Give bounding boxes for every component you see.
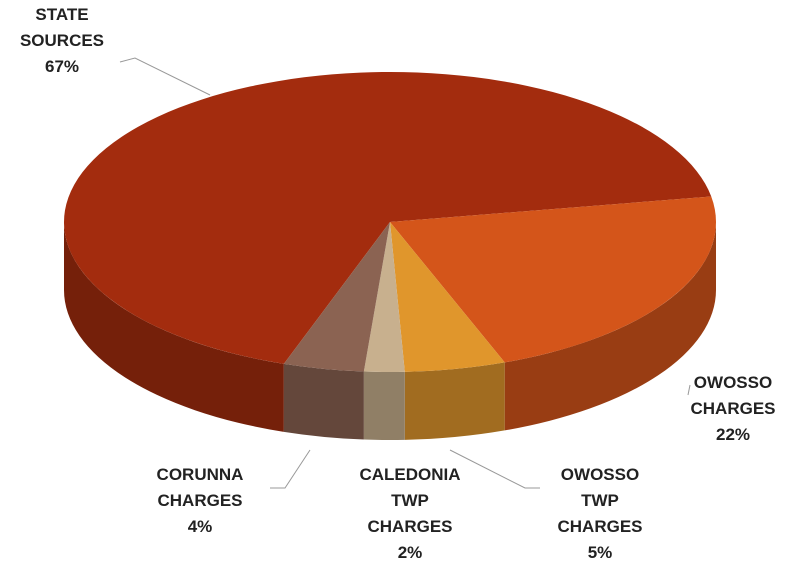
slice-label: OWOSSO TWP CHARGES 5%	[530, 462, 670, 566]
slice-label: CORUNNA CHARGES 4%	[130, 462, 270, 540]
slice-label: CALEDONIA TWP CHARGES 2%	[340, 462, 480, 566]
leader-line	[119, 57, 211, 96]
slice	[363, 222, 405, 373]
slice	[64, 72, 712, 364]
value-label: 4%	[187, 517, 213, 536]
category-label: OWOSSO TWP CHARGES	[557, 465, 643, 536]
leader-line	[270, 449, 311, 489]
leader-line	[449, 449, 540, 489]
slice-side	[283, 363, 364, 440]
leader-lines	[119, 57, 691, 489]
slice-side	[64, 222, 284, 432]
slice-label: OWOSSO CHARGES 22%	[663, 370, 801, 448]
category-label: STATE SOURCES	[19, 5, 105, 50]
slice	[390, 196, 716, 363]
slice-label: STATE SOURCES 67%	[0, 2, 132, 80]
category-label: OWOSSO CHARGES	[690, 373, 776, 418]
category-label: CALEDONIA TWP CHARGES	[359, 465, 461, 536]
value-label: 2%	[397, 543, 423, 562]
leader-line	[687, 384, 691, 396]
value-label: 5%	[587, 543, 613, 562]
slice-side	[363, 371, 405, 441]
slice-side	[504, 222, 716, 431]
slice-side	[404, 362, 505, 440]
value-label: 67%	[44, 57, 80, 76]
category-label: CORUNNA CHARGES	[156, 465, 244, 510]
slice	[283, 222, 390, 372]
slice	[390, 222, 505, 372]
value-label: 22%	[715, 425, 751, 444]
